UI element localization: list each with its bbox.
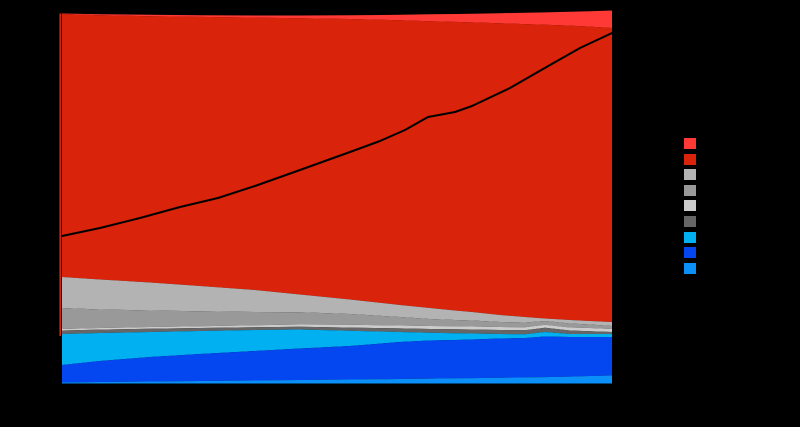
area-band-8 [62, 336, 612, 383]
legend-swatch-6 [684, 216, 696, 227]
area-band-3 [62, 277, 612, 326]
area-band-2 [62, 14, 612, 322]
area-band-7 [62, 329, 612, 365]
area-band-4 [62, 308, 612, 329]
area-band-1 [62, 10, 612, 28]
legend-swatch-1 [684, 138, 696, 149]
legend-swatch-5 [684, 200, 696, 212]
overlay-trend-line [61, 32, 613, 237]
legend-swatch-2 [684, 153, 696, 165]
area-band-6 [62, 326, 612, 335]
area-band-9 [62, 375, 612, 384]
legend-swatch-9 [684, 262, 696, 274]
legend-swatch-7 [684, 231, 696, 243]
area-band-5 [62, 324, 612, 332]
legend-swatch-4 [684, 184, 696, 196]
legend-swatch-3 [684, 169, 696, 181]
legend-swatch-8 [684, 247, 696, 259]
